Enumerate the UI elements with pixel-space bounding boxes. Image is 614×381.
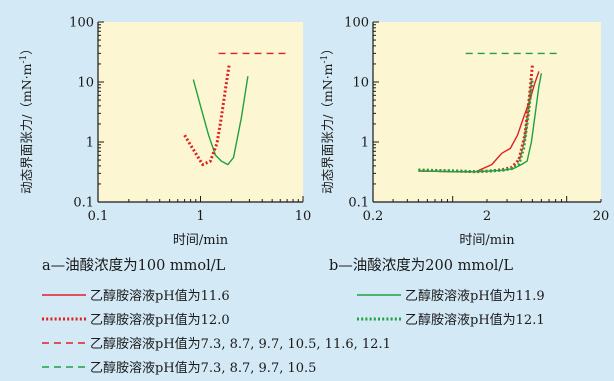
x-tick-label: 0.2: [363, 209, 384, 224]
chart-panel-a: 0.1 1 10 100 0.1 1 10 时间/min 动态界面张力/（mN·m-1）: [19, 16, 311, 249]
legend-entry-5: 乙醇胺溶液pH值为7.3, 8.7, 9.7, 10.5, 11.6, 12.1: [42, 336, 391, 352]
legend-label: 乙醇胺溶液pH值为12.0: [90, 312, 230, 328]
legend-entry-2: 乙醇胺溶液pH值为11.9: [357, 288, 545, 304]
series-group: [183, 52, 291, 167]
x-tick-label: 20: [593, 209, 610, 224]
x-axis-label: 时间/min: [173, 233, 229, 248]
caption-a: a—油酸浓度为100 mmol/L: [42, 257, 226, 274]
legend-entry-6: 乙醇胺溶液pH值为7.3, 8.7, 9.7, 10.5: [42, 360, 316, 376]
plot-area: [98, 22, 303, 202]
legend-label: 乙醇胺溶液pH值为7.3, 8.7, 9.7, 10.5: [90, 360, 316, 376]
x-tick-label: 0.1: [88, 209, 109, 224]
chart-panel-b: 0.1 1 10 100 0.2 2 20 时间/min 动态界面张力/（mN·m-1）: [320, 16, 609, 249]
caption-b: b—油酸浓度为200 mmol/L: [329, 257, 513, 274]
legend-label: 乙醇胺溶液pH值为11.6: [90, 288, 230, 304]
x-axis-label: 时间/min: [459, 233, 515, 248]
legend-entry-4: 乙醇胺溶液pH值为12.1: [357, 312, 545, 328]
y-tick-label: 10: [352, 76, 369, 91]
legend-label: 乙醇胺溶液pH值为12.1: [405, 312, 545, 328]
legend-entry-1: 乙醇胺溶液pH值为11.6: [42, 288, 230, 304]
series-group: [418, 52, 559, 174]
y-tick-label: 1: [361, 136, 369, 151]
y-tick-label: 10: [77, 76, 94, 91]
x-tick-label: 10: [295, 209, 312, 224]
series-line-2: [418, 73, 543, 173]
series-line-2: [192, 76, 249, 166]
legend-label: 乙醇胺溶液pH值为11.9: [405, 288, 545, 304]
y-tick-label: 1: [86, 136, 94, 151]
series-line-4: [418, 78, 534, 174]
x-tick-label: 2: [483, 209, 491, 224]
x-tick-label: 1: [196, 209, 204, 224]
y-tick-label: 0.1: [348, 196, 369, 211]
legend-label: 乙醇胺溶液pH值为7.3, 8.7, 9.7, 10.5, 11.6, 12.1: [90, 336, 391, 352]
y-tick-label: 100: [69, 16, 94, 31]
y-axis-label: 动态界面张力/（mN·m-1）: [19, 42, 34, 194]
y-tick-label: 0.1: [73, 196, 94, 211]
legend-entry-3: 乙醇胺溶液pH值为12.0: [42, 312, 230, 328]
y-axis-label: 动态界面张力/（mN·m-1）: [320, 42, 335, 194]
y-tick-label: 100: [344, 16, 369, 31]
captions: a—油酸浓度为100 mmol/L b—油酸浓度为200 mmol/L: [42, 257, 513, 274]
plot-area: [373, 22, 601, 202]
legend: 乙醇胺溶液pH值为11.6 乙醇胺溶液pH值为11.9 乙醇胺溶液pH值为12.0 乙…: [42, 288, 545, 376]
